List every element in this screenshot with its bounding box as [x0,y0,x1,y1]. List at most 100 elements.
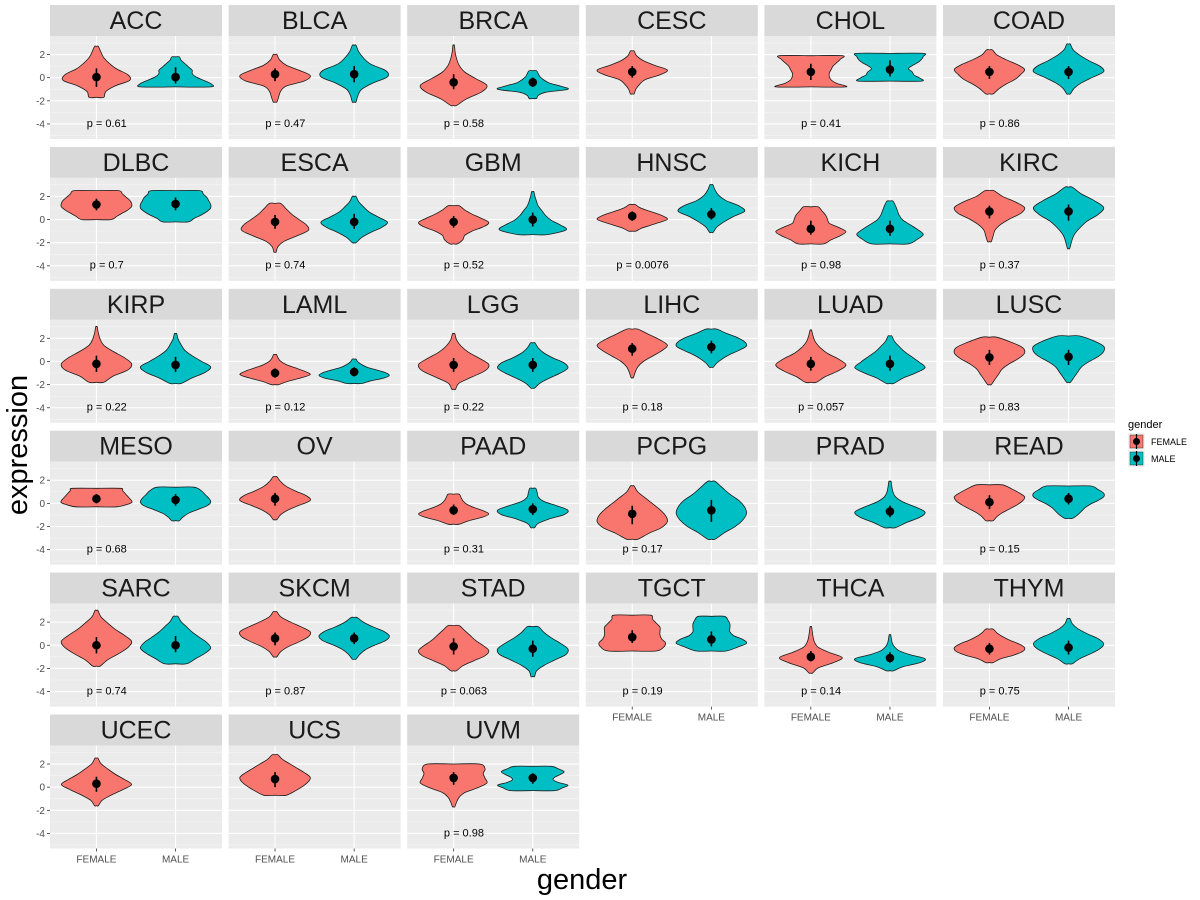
panel-tgct: TGCT p = 0.19 FEMALE MALE [585,572,758,724]
p-value-label: p = 0.86 [980,118,1020,130]
strip-background [407,5,580,36]
strip-label: KIRP [107,291,165,319]
strip-label: COAD [993,7,1065,35]
legend-title: gender [1128,419,1163,431]
strip-label: LGG [467,291,520,319]
panel-kich: KICH p = 0.98 [764,146,937,281]
panel-laml: LAML p = 0.12 [228,288,401,423]
y-tick-label: -4 [36,403,45,414]
strip-background [50,430,222,462]
y-axis-title: expression [2,375,34,515]
panel-dlbc: DLBC -4 -2 0 2 p = 0.7 [36,146,222,281]
median-point-male [528,215,538,224]
strip-label: THCA [816,575,884,603]
median-point-female [985,67,994,77]
strip-background [407,572,580,604]
median-point-male [171,199,180,209]
legend-item-female: FEMALE [1128,433,1187,450]
strip-label: OV [297,433,333,461]
strip-label: LUAD [817,291,884,319]
panel-background [585,177,758,281]
panel-lgg: LGG p = 0.22 [407,288,580,423]
y-tick-label: 2 [39,192,45,203]
p-value-label: p = 0.37 [980,260,1020,272]
y-tick-label: -2 [36,522,45,533]
p-value-label: p = 0.87 [265,685,305,697]
y-tick-label: -2 [36,238,45,249]
p-value-label: p = 0.12 [265,402,305,414]
legend-item-male: MALE [1128,450,1176,467]
median-point-female [449,77,458,87]
legend-dot-male [1133,455,1140,462]
median-point-female [270,634,280,643]
median-point-male [349,217,359,227]
median-point-female [449,642,458,651]
y-tick-label: -2 [36,96,45,107]
median-point-male [1064,494,1073,504]
y-tick-label: -4 [36,119,45,130]
panel-lihc: LIHC p = 0.18 [585,288,758,423]
strip-label: LUSC [996,291,1063,319]
median-point-female [270,217,280,227]
median-point-male [1064,207,1073,216]
strip-label: DLBC [103,149,170,177]
panel-acc: ACC -4 -2 0 2 p = 0.61 [36,5,222,139]
median-point-female [92,494,101,504]
y-tick-label: 2 [39,50,45,61]
median-point-male [885,359,895,369]
median-point-female [985,497,994,507]
y-tick-label: 0 [39,73,45,84]
median-point-male [171,360,180,370]
y-tick-label: -4 [36,687,45,698]
panel-kirc: KIRC p = 0.37 [943,146,1115,281]
legend: gender FEMALE MALE [1128,419,1187,467]
y-tick-label: 2 [39,476,45,487]
median-point-female [449,360,458,370]
panel-brca: BRCA p = 0.58 [407,5,580,139]
x-tick-label: MALE [519,855,547,866]
y-tick-label: 0 [39,783,45,794]
median-point-male [885,224,895,234]
p-value-label: p = 0.18 [623,402,663,414]
strip-background [943,430,1115,462]
median-point-female [92,359,101,369]
x-tick-label: MALE [162,855,190,866]
strip-label: KIRC [999,149,1059,177]
y-tick-label: 2 [39,618,45,629]
p-value-label: p = 0.0076 [616,260,668,272]
median-point-male [1064,352,1073,362]
strip-background [764,5,937,36]
median-point-female [627,211,637,221]
strip-background [50,288,222,320]
strip-label: SARC [101,575,170,603]
panel-pcpg: PCPG p = 0.17 [585,430,758,565]
legend-dot-female [1133,438,1140,445]
y-tick-label: 2 [39,760,45,771]
legend-label-female: FEMALE [1151,437,1187,447]
strip-background [764,572,937,604]
x-tick-label: MALE [1055,713,1083,724]
strip-label: PCPG [636,433,707,461]
strip-background [585,430,758,462]
panel-ucec: UCEC -4 -2 0 2 FEMALE MALE [36,714,222,866]
strip-label: LAML [282,291,347,319]
x-tick-label: FEMALE [612,713,652,724]
strip-label: HNSC [636,149,707,177]
strip-background [50,572,222,604]
violin-female [419,763,488,808]
median-point-female [270,774,280,784]
strip-background [943,5,1115,36]
panel-background [943,319,1115,423]
median-point-female [985,644,994,654]
median-point-female [627,509,637,519]
p-value-label: p = 0.98 [444,827,484,839]
p-value-label: p = 0.15 [980,543,1020,555]
y-tick-label: 0 [39,499,45,510]
median-point-male [171,640,180,650]
strip-label: STAD [461,575,526,603]
panel-uvm: UVM p = 0.98 FEMALE MALE [407,714,580,866]
panel-gbm: GBM p = 0.52 [407,146,580,281]
median-point-male [1064,643,1073,652]
panel-skcm: SKCM p = 0.87 [228,572,401,707]
